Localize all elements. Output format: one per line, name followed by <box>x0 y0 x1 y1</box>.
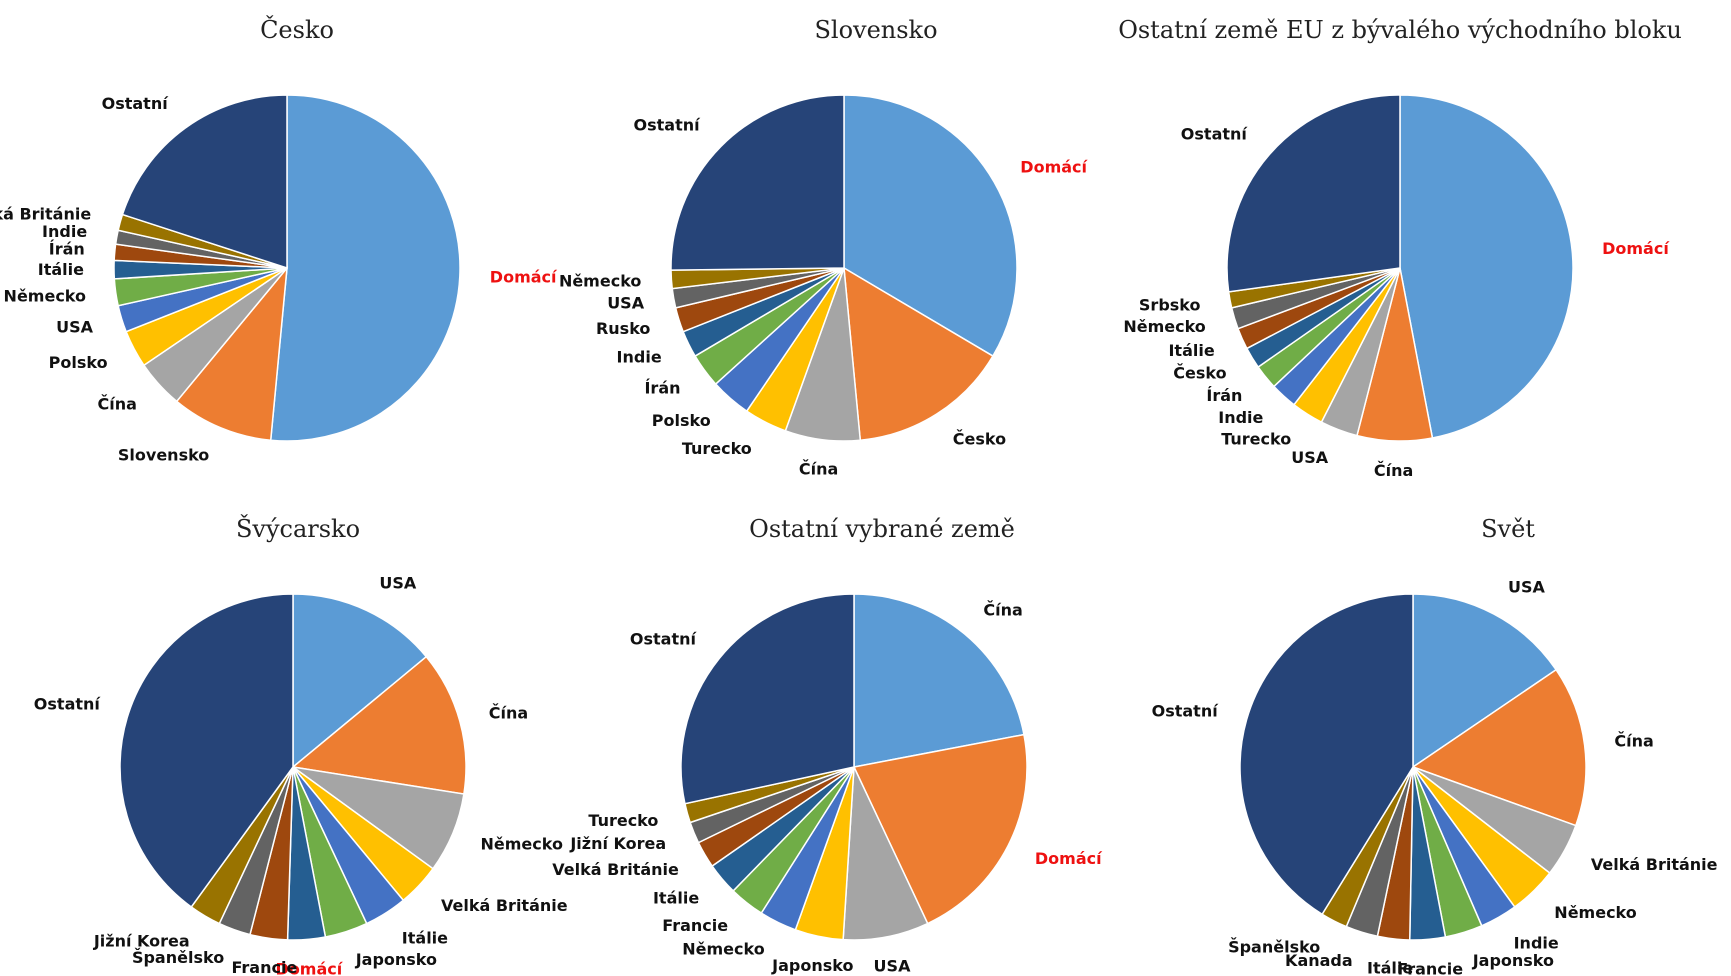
slice-label-rusko: Rusko <box>596 319 650 338</box>
slice-label-ostatni: Ostatní <box>630 630 698 649</box>
slice-label-domaci: Domácí <box>1020 157 1088 176</box>
slice-label-domaci: Domácí <box>276 959 344 976</box>
slice-label-francie: Francie <box>1397 959 1463 976</box>
slice-label-polsko: Polsko <box>652 411 711 430</box>
slice-label-slovensko: Slovensko <box>118 446 209 465</box>
slice-label-velka-britanie: Velká Británie <box>552 860 679 879</box>
slice-label-cina: Čína <box>983 601 1022 620</box>
chart-title: Svět <box>1481 515 1535 543</box>
slice-label-iran: Írán <box>49 240 85 259</box>
slice-domaci <box>1399 94 1574 439</box>
slice-label-usa: USA <box>607 294 645 313</box>
slice-label-italie: Itálie <box>653 888 699 907</box>
slice-label-spanelsko: Španělsko <box>132 948 224 967</box>
slice-label-velka-britanie: Velká Británie <box>0 204 91 223</box>
slice-cesko <box>843 266 994 442</box>
slice-label-usa: USA <box>56 318 94 337</box>
slice-cina <box>1411 668 1587 827</box>
chart-title: Švýcarsko <box>236 514 360 543</box>
slice-ostatni <box>680 593 855 805</box>
slice-label-cina: Čína <box>799 459 838 478</box>
slice-label-indie: Indie <box>617 347 662 366</box>
slice-label-velka-britanie: Velká Británie <box>441 896 568 915</box>
chart-title: Ostatní země EU z bývalého východního bl… <box>1118 16 1682 44</box>
slice-label-domaci: Domácí <box>1035 849 1103 868</box>
slice-label-italie: Itálie <box>1367 959 1413 976</box>
slice-slovensko <box>175 265 288 442</box>
slice-label-cesko: Česko <box>953 429 1006 448</box>
slice-label-indie: Indie <box>42 222 87 241</box>
pie-chart-slovensko: Slovensko Domácí Česko Čína Turecko Polsko Írá… <box>559 16 1089 478</box>
slice-label-indie: Indie <box>1514 933 1559 952</box>
slice-cina <box>853 593 1025 768</box>
pie-chart-svycarsko: Švýcarsko USA Čína Německo Velká Británie Itá… <box>34 514 568 976</box>
slice-label-italie: Itálie <box>1168 341 1214 360</box>
slice-label-domaci: Domácí <box>1602 239 1670 258</box>
slice-label-kanada: Kanada <box>1285 951 1353 970</box>
pie-chart-ostatni-zeme-eu-z-byvaleho-vychodniho-bloku: Ostatní země EU z bývalého východního bl… <box>1118 16 1682 480</box>
slice-label-turecko: Turecko <box>1221 429 1291 448</box>
slice-domaci <box>843 94 1018 358</box>
slice-label-nemecko: Německo <box>1123 317 1205 336</box>
slice-label-nemecko: Německo <box>682 939 764 958</box>
slice-label-jizni-korea: Jižní Korea <box>93 932 190 951</box>
chart-title: Slovensko <box>814 16 937 44</box>
slice-label-ostatni: Ostatní <box>1181 125 1249 144</box>
slice-label-cesko: Česko <box>1173 364 1226 383</box>
slice-cina <box>291 655 467 795</box>
slice-label-cina: Čína <box>1614 732 1653 751</box>
slice-label-nemecko: Německo <box>1554 903 1636 922</box>
slice-ostatni <box>1239 593 1414 916</box>
slice-label-nemecko: Německo <box>559 271 641 290</box>
slice-domaci <box>269 94 461 442</box>
slice-label-ostatni: Ostatní <box>1152 702 1220 721</box>
slice-label-iran: Írán <box>644 378 680 397</box>
slice-label-velka-britanie: Velká Británie <box>1591 855 1718 874</box>
slice-label-italie: Itálie <box>402 928 448 947</box>
slice-label-japonsko: Japonsko <box>771 956 853 975</box>
slice-ostatni <box>119 593 294 909</box>
slice-label-domaci: Domácí <box>490 268 558 287</box>
slice-label-ostatni: Ostatní <box>102 94 170 113</box>
slice-label-francie: Francie <box>231 958 297 976</box>
slice-label-spanelsko: Španělsko <box>1228 938 1320 957</box>
slice-label-iran: Írán <box>1206 386 1242 405</box>
slice-usa <box>1412 593 1558 769</box>
slice-usa <box>292 593 428 769</box>
slice-label-nemecko: Německo <box>4 287 86 306</box>
slice-ostatni <box>121 94 288 270</box>
slice-label-usa: USA <box>1508 578 1546 597</box>
slice-label-turecko: Turecko <box>682 439 752 458</box>
slice-label-usa: USA <box>874 956 912 975</box>
slice-ostatni <box>670 94 845 271</box>
slice-label-cina: Čína <box>97 395 136 414</box>
slice-label-italie: Itálie <box>38 260 84 279</box>
pie-chart-cesko: Česko Domácí Slovensko Čína Polsko USA Německo… <box>0 15 558 465</box>
slice-domaci <box>852 733 1028 925</box>
slice-label-ostatni: Ostatní <box>634 115 702 134</box>
slice-label-indie: Indie <box>1218 408 1263 427</box>
slice-label-polsko: Polsko <box>49 353 108 372</box>
chart-title: Česko <box>260 15 334 44</box>
pie-chart-svet: Svět USA Čína Velká Británie Německo IndieJap… <box>1152 515 1718 976</box>
slice-label-usa: USA <box>1291 448 1329 467</box>
slice-label-jizni-korea: Jižní Korea <box>569 834 666 853</box>
slice-label-francie: Francie <box>662 916 728 935</box>
slice-label-ostatni: Ostatní <box>34 694 102 713</box>
slice-label-japonsko: Japonsko <box>1472 951 1554 970</box>
slice-label-cina: Čína <box>489 703 528 722</box>
slice-label-srbsko: Srbsko <box>1139 295 1201 314</box>
slice-label-usa: USA <box>379 573 417 592</box>
pie-chart-ostatni-vybrane-zeme: Ostatní vybrané země Čína Domácí USA Japonsk… <box>552 515 1103 975</box>
slice-label-japonsko: Japonsko <box>355 950 437 969</box>
slice-ostatni <box>1226 94 1401 293</box>
slice-label-nemecko: Německo <box>481 835 563 854</box>
chart-title: Ostatní vybrané země <box>749 515 1015 543</box>
slice-label-cina: Čína <box>1374 461 1413 480</box>
slice-label-turecko: Turecko <box>588 811 658 830</box>
